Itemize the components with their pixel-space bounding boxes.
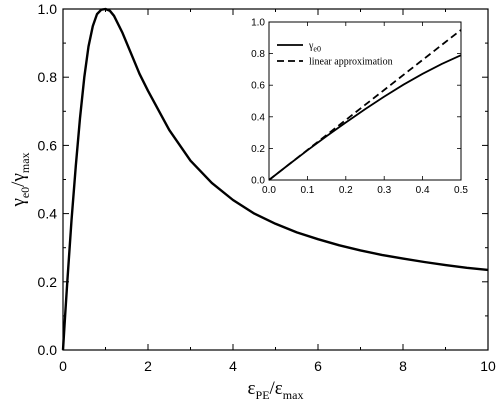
inset-linear-approx-line bbox=[268, 29, 462, 181]
y-tick-label: 0.4 bbox=[38, 206, 58, 222]
y-tick-label: 0.6 bbox=[38, 137, 58, 153]
x-tick-label: 4 bbox=[229, 358, 237, 374]
inset-y-tick-label: 0.0 bbox=[251, 176, 265, 187]
x-tick-label: 6 bbox=[314, 358, 322, 374]
inset-x-tick-label: 0.2 bbox=[339, 185, 353, 196]
inset-x-tick-label: 0.1 bbox=[300, 185, 314, 196]
inset-y-tick-label: 0.6 bbox=[251, 81, 265, 92]
y-tick-label: 0.8 bbox=[38, 69, 58, 85]
inset-series-line bbox=[268, 54, 462, 181]
y-tick-label: 0.2 bbox=[38, 274, 58, 290]
inset-y-tick-label: 0.2 bbox=[251, 144, 265, 155]
inset-x-tick-label: 0.3 bbox=[377, 185, 391, 196]
x-tick-label: 8 bbox=[399, 358, 407, 374]
legend-label-linear: linear approximation bbox=[309, 57, 393, 68]
inset-y-tick-label: 0.8 bbox=[251, 49, 265, 60]
inset-plot: 0.0 0.1 0.2 0.3 0.4 0.5 0.0 0.2 0.4 0.6 0.8 1.0 γe0 l… bbox=[251, 18, 468, 197]
inset-plot-frame bbox=[268, 21, 462, 181]
inset-x-tick-label: 0.5 bbox=[454, 185, 468, 196]
inset-y-tick-label: 1.0 bbox=[251, 18, 265, 29]
x-tick-label: 2 bbox=[144, 358, 152, 374]
inset-y-tick-label: 0.4 bbox=[251, 112, 265, 123]
x-axis-title: εPE/εmax bbox=[248, 378, 304, 402]
x-tick-label: 10 bbox=[480, 358, 496, 374]
x-tick-label: 0 bbox=[59, 358, 67, 374]
y-tick-label: 1.0 bbox=[38, 1, 58, 17]
inset-x-tick-label: 0.4 bbox=[416, 185, 430, 196]
main-plot: 0 2 4 6 8 10 0.0 0.2 0.4 0.6 0.8 1.0 εPE/εmax γe0/γma… bbox=[8, 1, 496, 402]
y-axis-title: γe0/γmax bbox=[8, 152, 32, 207]
legend-label-gamma: γe0 bbox=[308, 41, 321, 54]
y-tick-label: 0.0 bbox=[38, 342, 58, 358]
inset-x-tick-label: 0.0 bbox=[262, 185, 276, 196]
main-series-line bbox=[61, 7, 489, 351]
